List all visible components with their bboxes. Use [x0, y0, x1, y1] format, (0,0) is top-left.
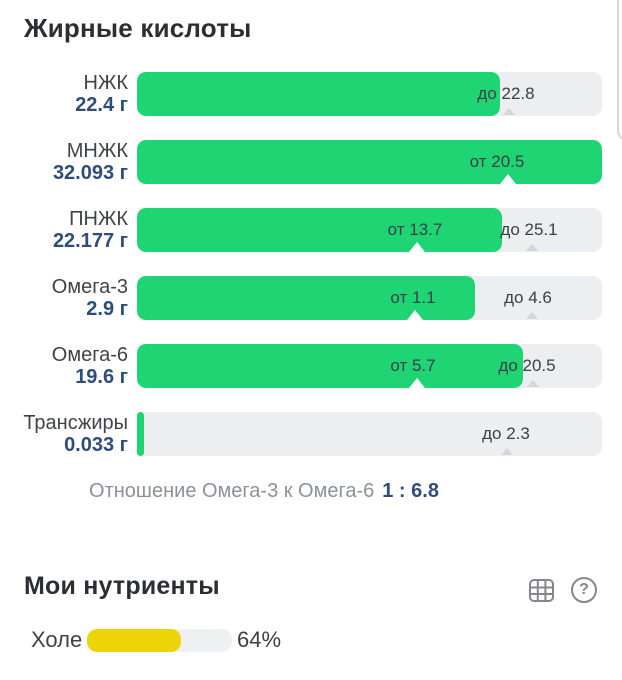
fatty-acid-label: ПНЖК 22.177 г [0, 208, 128, 252]
range-to-label: до 2.3 [482, 424, 530, 443]
fatty-acid-bar-fill [137, 344, 523, 388]
help-icon[interactable]: ? [571, 577, 597, 603]
range-from-marker-icon [409, 378, 425, 388]
range-to-marker-icon [503, 108, 515, 115]
fatty-acid-row: Омега-3 2.9 г от 1.1 до 4.6 [0, 276, 622, 320]
fatty-acid-bar-fill [137, 208, 502, 252]
nutrient-name: Холе [31, 627, 83, 652]
fatty-acid-bar-fill [137, 72, 500, 116]
fatty-acid-bar-track: до 22.8 [137, 72, 602, 116]
section-title-my-nutrients: Мои нутриенты [24, 572, 220, 600]
fatty-acid-bar-track: от 5.7 до 20.5 [137, 344, 602, 388]
fatty-acid-name: Омега-6 [51, 344, 128, 366]
fatty-acid-label: МНЖК 32.093 г [0, 140, 128, 184]
range-from-label: от 1.1 [390, 288, 436, 307]
fatty-acid-bar-track: от 1.1 до 4.6 [137, 276, 602, 320]
fatty-acid-name: МНЖК [66, 140, 128, 162]
nutrient-percent: 64% [237, 627, 282, 652]
fatty-acid-label: Омега-6 19.6 г [0, 344, 128, 388]
fatty-acid-value: 19.6 г [75, 366, 128, 388]
fatty-acid-value: 22.177 г [52, 230, 128, 252]
fatty-acid-row: Трансжиры 0.033 г до 2.3 [0, 412, 622, 456]
nutrient-row: Холе 64% [0, 626, 622, 654]
nutrient-bar-track [87, 629, 232, 652]
omega-ratio-value: 1 : 6.8 [382, 480, 439, 502]
fatty-acid-name: Омега-3 [51, 276, 128, 298]
range-to-label: до 20.5 [498, 356, 556, 375]
range-to-label: до 25.1 [500, 220, 558, 239]
fatty-acid-label: НЖК 22.4 г [0, 72, 128, 116]
fatty-acid-row: МНЖК 32.093 г от 20.5 [0, 140, 622, 184]
range-to-label: до 4.6 [504, 288, 552, 307]
fatty-acid-rows: НЖК 22.4 г до 22.8 МНЖК 32.093 г от 20.5… [0, 72, 622, 480]
fatty-acid-bar-fill [137, 140, 602, 184]
section-title-fatty-acids: Жирные кислоты [24, 13, 252, 43]
fatty-acid-name: ПНЖК [69, 208, 128, 230]
range-from-label: от 5.7 [390, 356, 436, 375]
fatty-acid-bar-track: до 2.3 [137, 412, 602, 456]
range-to-marker-icon [501, 448, 513, 455]
range-from-label: от 20.5 [469, 152, 525, 171]
range-from-marker-icon [409, 242, 425, 252]
fatty-acid-row: Омега-6 19.6 г от 5.7 до 20.5 [0, 344, 622, 388]
range-to-label: до 22.8 [477, 84, 535, 103]
range-from-marker-icon [500, 174, 516, 184]
omega-ratio-label: Отношение Омега-3 к Омега-6 [89, 480, 375, 502]
fatty-acid-name: НЖК [83, 72, 128, 94]
fatty-acid-name: Трансжиры [23, 412, 128, 434]
fatty-acid-bar-track: от 13.7 до 25.1 [137, 208, 602, 252]
omega-ratio: Отношение Омега-3 к Омега-6 1 : 6.8 [0, 480, 528, 503]
fatty-acid-value: 32.093 г [52, 162, 128, 184]
range-to-marker-icon [526, 244, 538, 251]
table-icon[interactable] [528, 577, 555, 604]
nutrient-bar-fill [87, 629, 182, 652]
fatty-acid-row: ПНЖК 22.177 г от 13.7 до 25.1 [0, 208, 622, 252]
fatty-acid-bar-track: от 20.5 [137, 140, 602, 184]
table-icon-glyph [529, 579, 554, 602]
fatty-acid-value: 22.4 г [75, 94, 128, 116]
fatty-acid-bar-fill [137, 412, 144, 456]
range-to-marker-icon [527, 380, 539, 387]
range-to-marker-icon [526, 312, 538, 319]
fatty-acid-label: Омега-3 2.9 г [0, 276, 128, 320]
fatty-acid-row: НЖК 22.4 г до 22.8 [0, 72, 622, 116]
fatty-acid-label: Трансжиры 0.033 г [0, 412, 128, 456]
fatty-acid-value: 2.9 г [86, 298, 128, 320]
range-from-marker-icon [407, 310, 423, 320]
range-from-label: от 13.7 [387, 220, 443, 239]
fatty-acid-value: 0.033 г [64, 434, 128, 456]
